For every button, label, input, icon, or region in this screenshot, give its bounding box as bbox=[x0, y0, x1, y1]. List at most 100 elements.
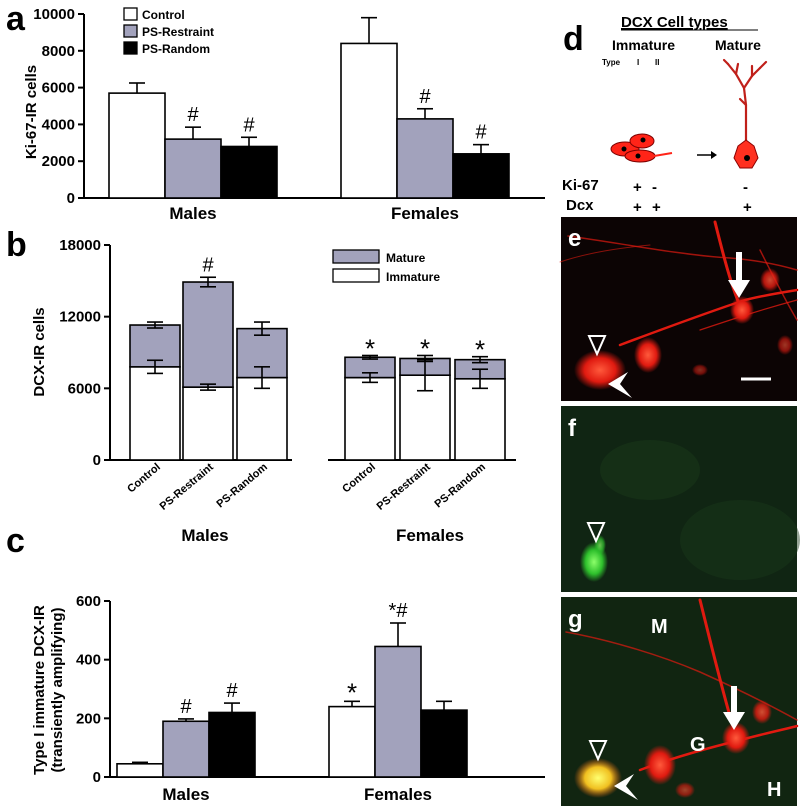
group-label-females: Females bbox=[396, 526, 464, 545]
panel-label-e: e bbox=[568, 225, 581, 252]
category-label: PS-Restraint bbox=[375, 461, 434, 513]
bar-immature-ps-restraint bbox=[182, 386, 234, 461]
chart-c: 0 200 400 600 Males Females # # * *# Type I immatu… bbox=[31, 593, 545, 804]
category-label: PS-Restraint bbox=[158, 461, 217, 513]
diagram-immature-label: Immature bbox=[612, 37, 675, 53]
bar-ps-random-females bbox=[452, 153, 510, 199]
open-arrowhead-icon-g bbox=[588, 740, 608, 762]
significance-marker: *# bbox=[389, 600, 409, 622]
diagram-ki67-mark-type1: + bbox=[633, 179, 642, 196]
legend-label-ps-restraint: PS-Restraint bbox=[142, 25, 214, 39]
diagram-title: DCX Cell types bbox=[621, 14, 728, 31]
y-tick-label: 8000 bbox=[42, 43, 75, 60]
y-axis-label-line2: (transiently amplifying) bbox=[49, 607, 66, 772]
group-label-males: Males bbox=[169, 204, 216, 223]
significance-marker: # bbox=[243, 114, 255, 136]
bar-immature-control bbox=[129, 366, 181, 461]
arrow-icon-g bbox=[723, 686, 745, 730]
y-tick-label: 6000 bbox=[68, 380, 101, 397]
zone-label-g: G bbox=[690, 734, 706, 756]
panel-label-g: g bbox=[568, 606, 583, 633]
y-tick-label: 10000 bbox=[33, 6, 75, 23]
significance-marker: * bbox=[475, 335, 485, 365]
diagram-dcx-mark-type2: + bbox=[652, 199, 661, 216]
micrograph-e-dcx: e bbox=[559, 217, 799, 401]
panel-label-d: d bbox=[563, 20, 584, 58]
panel-label-a: a bbox=[6, 0, 26, 38]
bar-ps-restraint-males bbox=[164, 138, 222, 199]
maturation-arrow-icon bbox=[697, 151, 717, 159]
bar-immature-control bbox=[344, 376, 396, 461]
significance-marker: * bbox=[365, 333, 375, 363]
mature-neuron-icon bbox=[722, 58, 768, 169]
y-axis-label: Ki-67-IR cells bbox=[23, 65, 40, 159]
category-label: Control bbox=[340, 461, 378, 495]
arrowhead-icon bbox=[608, 372, 632, 398]
bar-ps-random-females bbox=[420, 709, 468, 778]
bar-ps-random-males bbox=[208, 711, 256, 778]
significance-marker: * bbox=[347, 677, 357, 707]
panel-label-b: b bbox=[6, 226, 27, 264]
panel-label-f: f bbox=[568, 415, 577, 442]
arrow-icon bbox=[728, 252, 750, 298]
diagram-ki67-mark-type2: - bbox=[652, 179, 657, 196]
y-tick-label: 400 bbox=[76, 652, 101, 669]
bar-control-males bbox=[108, 92, 166, 199]
significance-marker: # bbox=[180, 696, 192, 718]
y-tick-label: 6000 bbox=[42, 80, 75, 97]
immature-cell-cluster-icon bbox=[610, 133, 673, 163]
y-tick-label: 4000 bbox=[42, 116, 75, 133]
y-tick-label: 18000 bbox=[59, 237, 101, 254]
significance-marker: # bbox=[202, 254, 214, 276]
open-arrowhead-icon bbox=[587, 335, 607, 357]
group-label-females: Females bbox=[391, 204, 459, 223]
diagram-dcx-mark-type1: + bbox=[633, 199, 642, 216]
diagram-dcx-mark-mature: + bbox=[743, 199, 752, 216]
y-tick-label: 600 bbox=[76, 593, 101, 610]
group-label-males: Males bbox=[162, 785, 209, 804]
zone-label-h: H bbox=[767, 779, 781, 801]
significance-marker: # bbox=[475, 122, 487, 144]
bar-control-females bbox=[340, 42, 398, 199]
y-tick-label: 12000 bbox=[59, 309, 101, 326]
legend-swatch-ps-random bbox=[123, 41, 138, 55]
y-axis-label: DCX-IR cells bbox=[31, 307, 48, 396]
diagram-type-label: Type bbox=[602, 58, 621, 67]
group-label-females: Females bbox=[364, 785, 432, 804]
group-label-males: Males bbox=[181, 526, 228, 545]
category-label: Control bbox=[125, 461, 163, 495]
arrowhead-icon-g bbox=[614, 774, 638, 800]
significance-marker: * bbox=[420, 333, 430, 363]
legend-label-control: Control bbox=[142, 8, 185, 22]
diagram-type-ii: II bbox=[655, 58, 659, 67]
diagram-ki67-label: Ki-67 bbox=[562, 177, 599, 194]
bar-immature-ps-random bbox=[454, 377, 506, 461]
open-arrowhead-icon-f bbox=[586, 522, 606, 544]
legend-label-ps-random: PS-Random bbox=[142, 42, 210, 56]
panel-label-c: c bbox=[6, 522, 25, 560]
y-axis-label-line1: Type I immature DCX-IR bbox=[31, 605, 48, 775]
dcx-cell-types-diagram: DCX Cell types Immature Mature Type I II bbox=[562, 14, 768, 216]
y-tick-label: 0 bbox=[93, 769, 101, 786]
diagram-type-i: I bbox=[637, 58, 639, 67]
legend-label-immature: Immature bbox=[386, 270, 440, 284]
bar-mature-ps-restraint bbox=[182, 281, 234, 388]
bar-ps-restraint-males bbox=[162, 720, 210, 778]
legend-swatch-control bbox=[123, 7, 138, 21]
bar-control-females bbox=[328, 705, 376, 778]
diagram-dcx-label: Dcx bbox=[566, 197, 594, 214]
bar-ps-restraint-females bbox=[374, 645, 422, 778]
diagram-ki67-mark-mature: - bbox=[743, 179, 748, 196]
zone-label-m: M bbox=[651, 616, 668, 638]
y-tick-label: 2000 bbox=[42, 153, 75, 170]
bar-control-males bbox=[116, 762, 164, 778]
legend-swatch-ps-restraint bbox=[123, 24, 138, 38]
bar-ps-restraint-females bbox=[396, 118, 454, 199]
significance-marker: # bbox=[226, 680, 238, 702]
y-tick-label: 200 bbox=[76, 710, 101, 727]
significance-marker: # bbox=[187, 104, 199, 126]
diagram-mature-label: Mature bbox=[715, 37, 761, 53]
legend-swatch-mature bbox=[332, 249, 380, 264]
legend-label-mature: Mature bbox=[386, 251, 426, 265]
